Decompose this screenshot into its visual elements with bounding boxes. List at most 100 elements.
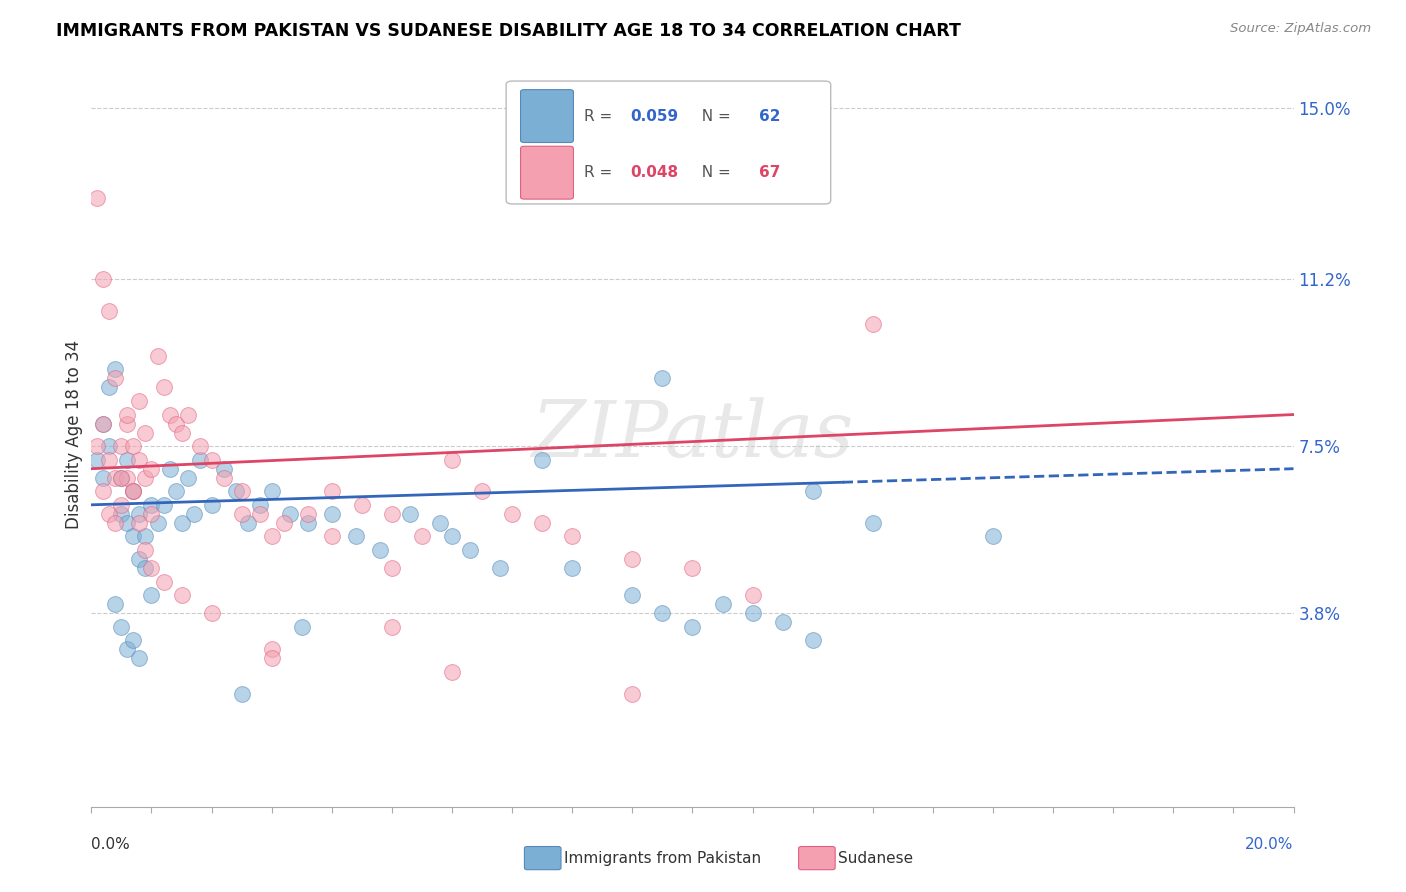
Point <box>159 461 181 475</box>
Point <box>772 615 794 630</box>
Point <box>429 516 451 530</box>
Point <box>489 561 512 575</box>
FancyBboxPatch shape <box>520 89 574 143</box>
Point <box>381 620 404 634</box>
Point <box>321 529 343 543</box>
Point <box>741 606 763 620</box>
Point <box>117 452 139 467</box>
Point <box>231 687 253 701</box>
Point <box>651 371 673 385</box>
Point <box>176 408 198 422</box>
Point <box>291 620 314 634</box>
Text: N =: N = <box>692 109 737 124</box>
Point <box>110 439 132 453</box>
Point <box>321 484 343 499</box>
Point <box>260 651 283 665</box>
FancyBboxPatch shape <box>520 146 574 199</box>
Point <box>134 529 156 543</box>
Point <box>152 380 174 394</box>
Point <box>93 417 115 431</box>
Point <box>188 439 211 453</box>
Text: Source: ZipAtlas.com: Source: ZipAtlas.com <box>1230 22 1371 36</box>
Point <box>368 543 391 558</box>
Point <box>297 507 319 521</box>
Point <box>93 484 115 499</box>
Point <box>98 380 121 394</box>
Point <box>561 529 583 543</box>
Point <box>122 484 145 499</box>
Point <box>86 439 108 453</box>
Point <box>146 516 169 530</box>
Point <box>98 507 121 521</box>
Point <box>440 529 463 543</box>
Point <box>134 471 156 485</box>
Point <box>249 498 271 512</box>
Text: ZIPatlas: ZIPatlas <box>531 397 853 473</box>
Text: 0.059: 0.059 <box>630 109 678 124</box>
Point <box>122 529 145 543</box>
Point <box>98 452 121 467</box>
Point <box>201 498 224 512</box>
Point <box>212 471 235 485</box>
Point <box>260 529 283 543</box>
Point <box>231 507 253 521</box>
Point <box>621 588 644 602</box>
Point <box>399 507 422 521</box>
Point <box>98 439 121 453</box>
Point <box>381 507 404 521</box>
Point <box>128 507 150 521</box>
Point <box>651 606 673 620</box>
Text: 62: 62 <box>759 109 780 124</box>
Point <box>110 471 132 485</box>
Point <box>249 507 271 521</box>
Point <box>862 318 884 332</box>
Point <box>440 452 463 467</box>
Point <box>104 371 127 385</box>
Point <box>122 439 145 453</box>
Point <box>170 588 193 602</box>
Text: 0.048: 0.048 <box>630 165 678 180</box>
Point <box>117 471 139 485</box>
Point <box>188 452 211 467</box>
Point <box>128 516 150 530</box>
Point <box>711 597 734 611</box>
Point <box>350 498 373 512</box>
Point <box>801 633 824 648</box>
Point <box>344 529 367 543</box>
Point <box>128 651 150 665</box>
Text: 20.0%: 20.0% <box>1246 837 1294 852</box>
Point <box>411 529 433 543</box>
Point <box>531 452 554 467</box>
Point <box>86 452 108 467</box>
Point <box>165 417 187 431</box>
Point <box>117 417 139 431</box>
Text: 67: 67 <box>759 165 780 180</box>
Point <box>278 507 301 521</box>
Point <box>681 620 703 634</box>
Point <box>471 484 494 499</box>
Text: Sudanese: Sudanese <box>838 851 912 865</box>
Y-axis label: Disability Age 18 to 34: Disability Age 18 to 34 <box>65 340 83 530</box>
Point <box>260 484 283 499</box>
Point <box>531 516 554 530</box>
Point <box>134 543 156 558</box>
Point <box>98 303 121 318</box>
Point <box>165 484 187 499</box>
Point <box>501 507 523 521</box>
Point <box>260 642 283 657</box>
Point <box>141 561 163 575</box>
Point <box>681 561 703 575</box>
Point <box>201 606 224 620</box>
Point <box>122 484 145 499</box>
Point <box>141 461 163 475</box>
Point <box>104 471 127 485</box>
Point <box>801 484 824 499</box>
Point <box>321 507 343 521</box>
Point <box>141 588 163 602</box>
Point <box>176 471 198 485</box>
Point <box>122 484 145 499</box>
FancyBboxPatch shape <box>506 81 831 204</box>
Point <box>297 516 319 530</box>
Point <box>458 543 481 558</box>
Text: R =: R = <box>585 109 617 124</box>
